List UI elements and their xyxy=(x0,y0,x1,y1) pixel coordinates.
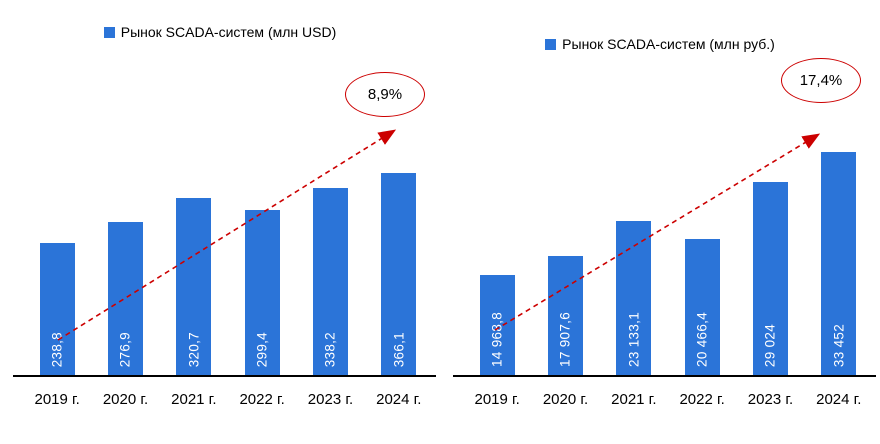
bar: 366,1 xyxy=(381,173,417,375)
bar: 299,4 xyxy=(244,210,280,375)
x-axis-tick-label: 2020 г. xyxy=(542,391,589,408)
bar-value-label: 366,1 xyxy=(391,331,407,367)
bar-slot: 299,4 xyxy=(228,63,296,375)
bar-slot: 14 968,8 xyxy=(463,63,531,375)
bar: 33 452 xyxy=(821,152,857,375)
bar-value-label: 33 452 xyxy=(831,323,847,367)
bar: 17 907,6 xyxy=(547,256,583,375)
bar: 14 968,8 xyxy=(479,275,515,375)
x-axis-tick-label: 2019 г. xyxy=(34,391,80,408)
x-axis-tick-label: 2022 г. xyxy=(679,391,725,408)
bar-slot: 33 452 xyxy=(805,63,873,375)
bar-value-label: 320,7 xyxy=(186,331,202,367)
bar-value-label: 276,9 xyxy=(117,331,133,367)
x-axis-tick-label: 2021 г. xyxy=(171,391,217,408)
bar: 276,9 xyxy=(107,222,143,375)
bar-slot: 338,2 xyxy=(296,63,364,375)
bar-value-label: 238,8 xyxy=(49,331,65,367)
bar: 338,2 xyxy=(312,188,348,375)
x-axis-tick-label: 2023 г. xyxy=(307,391,354,408)
growth-annotation: 8,9% xyxy=(345,72,425,117)
bar-slot: 23 133,1 xyxy=(600,63,668,375)
growth-label: 8,9% xyxy=(367,86,403,103)
x-axis-tick-label: 2021 г. xyxy=(611,391,657,408)
legend: Рынок SCADA-систем (млн USD) xyxy=(0,24,440,40)
bar-slot: 238,8 xyxy=(23,63,91,375)
bar: 20 466,4 xyxy=(684,239,720,375)
bar: 320,7 xyxy=(176,198,212,375)
x-axis-line xyxy=(13,375,436,377)
bar-slot: 29 024 xyxy=(736,63,804,375)
bar-value-label: 29 024 xyxy=(762,323,778,367)
bar-value-label: 20 466,4 xyxy=(694,312,710,367)
chart-panel-usd: Рынок SCADA-систем (млн USD) 238,8 276,9 3… xyxy=(0,24,440,408)
x-axis-tick-label: 2020 г. xyxy=(102,391,149,408)
bar: 238,8 xyxy=(39,243,75,375)
bar-value-label: 299,4 xyxy=(254,331,270,367)
legend-label: Рынок SCADA-систем (млн USD) xyxy=(120,24,337,40)
x-axis-tick-label: 2019 г. xyxy=(474,391,520,408)
legend-label: Рынок SCADA-систем (млн руб.) xyxy=(562,36,775,52)
x-axis-tick-label: 2024 г. xyxy=(816,391,862,408)
bar-slot: 276,9 xyxy=(91,63,159,375)
x-axis-labels: 2019 г. 2020 г. 2021 г. 2022 г. 2023 г. 2024 … xyxy=(463,391,873,408)
bar-value-label: 338,2 xyxy=(322,331,338,367)
bar-slot: 20 466,4 xyxy=(668,63,736,375)
x-axis-tick-label: 2022 г. xyxy=(239,391,285,408)
bar: 29 024 xyxy=(752,182,788,375)
legend: Рынок SCADA-систем (млн руб.) xyxy=(440,36,880,52)
bar: 23 133,1 xyxy=(616,221,652,375)
bar-value-label: 14 968,8 xyxy=(489,312,505,367)
chart-panel-rub: Рынок SCADA-систем (млн руб.) 14 968,8 17… xyxy=(440,0,880,444)
bar-value-label: 17 907,6 xyxy=(557,312,573,367)
x-axis-labels: 2019 г. 2020 г. 2021 г. 2022 г. 2023 г. 2024 … xyxy=(23,391,433,408)
bar-slot: 17 907,6 xyxy=(531,63,599,375)
growth-annotation: 17,4% xyxy=(781,58,861,103)
x-axis-tick-label: 2023 г. xyxy=(747,391,794,408)
legend-marker xyxy=(103,26,115,38)
x-axis-line xyxy=(453,375,876,377)
legend-marker xyxy=(545,38,557,50)
bar-value-label: 23 133,1 xyxy=(626,312,642,367)
bar-slot: 320,7 xyxy=(160,63,228,375)
x-axis-tick-label: 2024 г. xyxy=(376,391,422,408)
plot-area: 14 968,8 17 907,6 23 133,1 20 466,4 29 024 33… xyxy=(463,63,873,375)
growth-label: 17,4% xyxy=(799,72,843,89)
